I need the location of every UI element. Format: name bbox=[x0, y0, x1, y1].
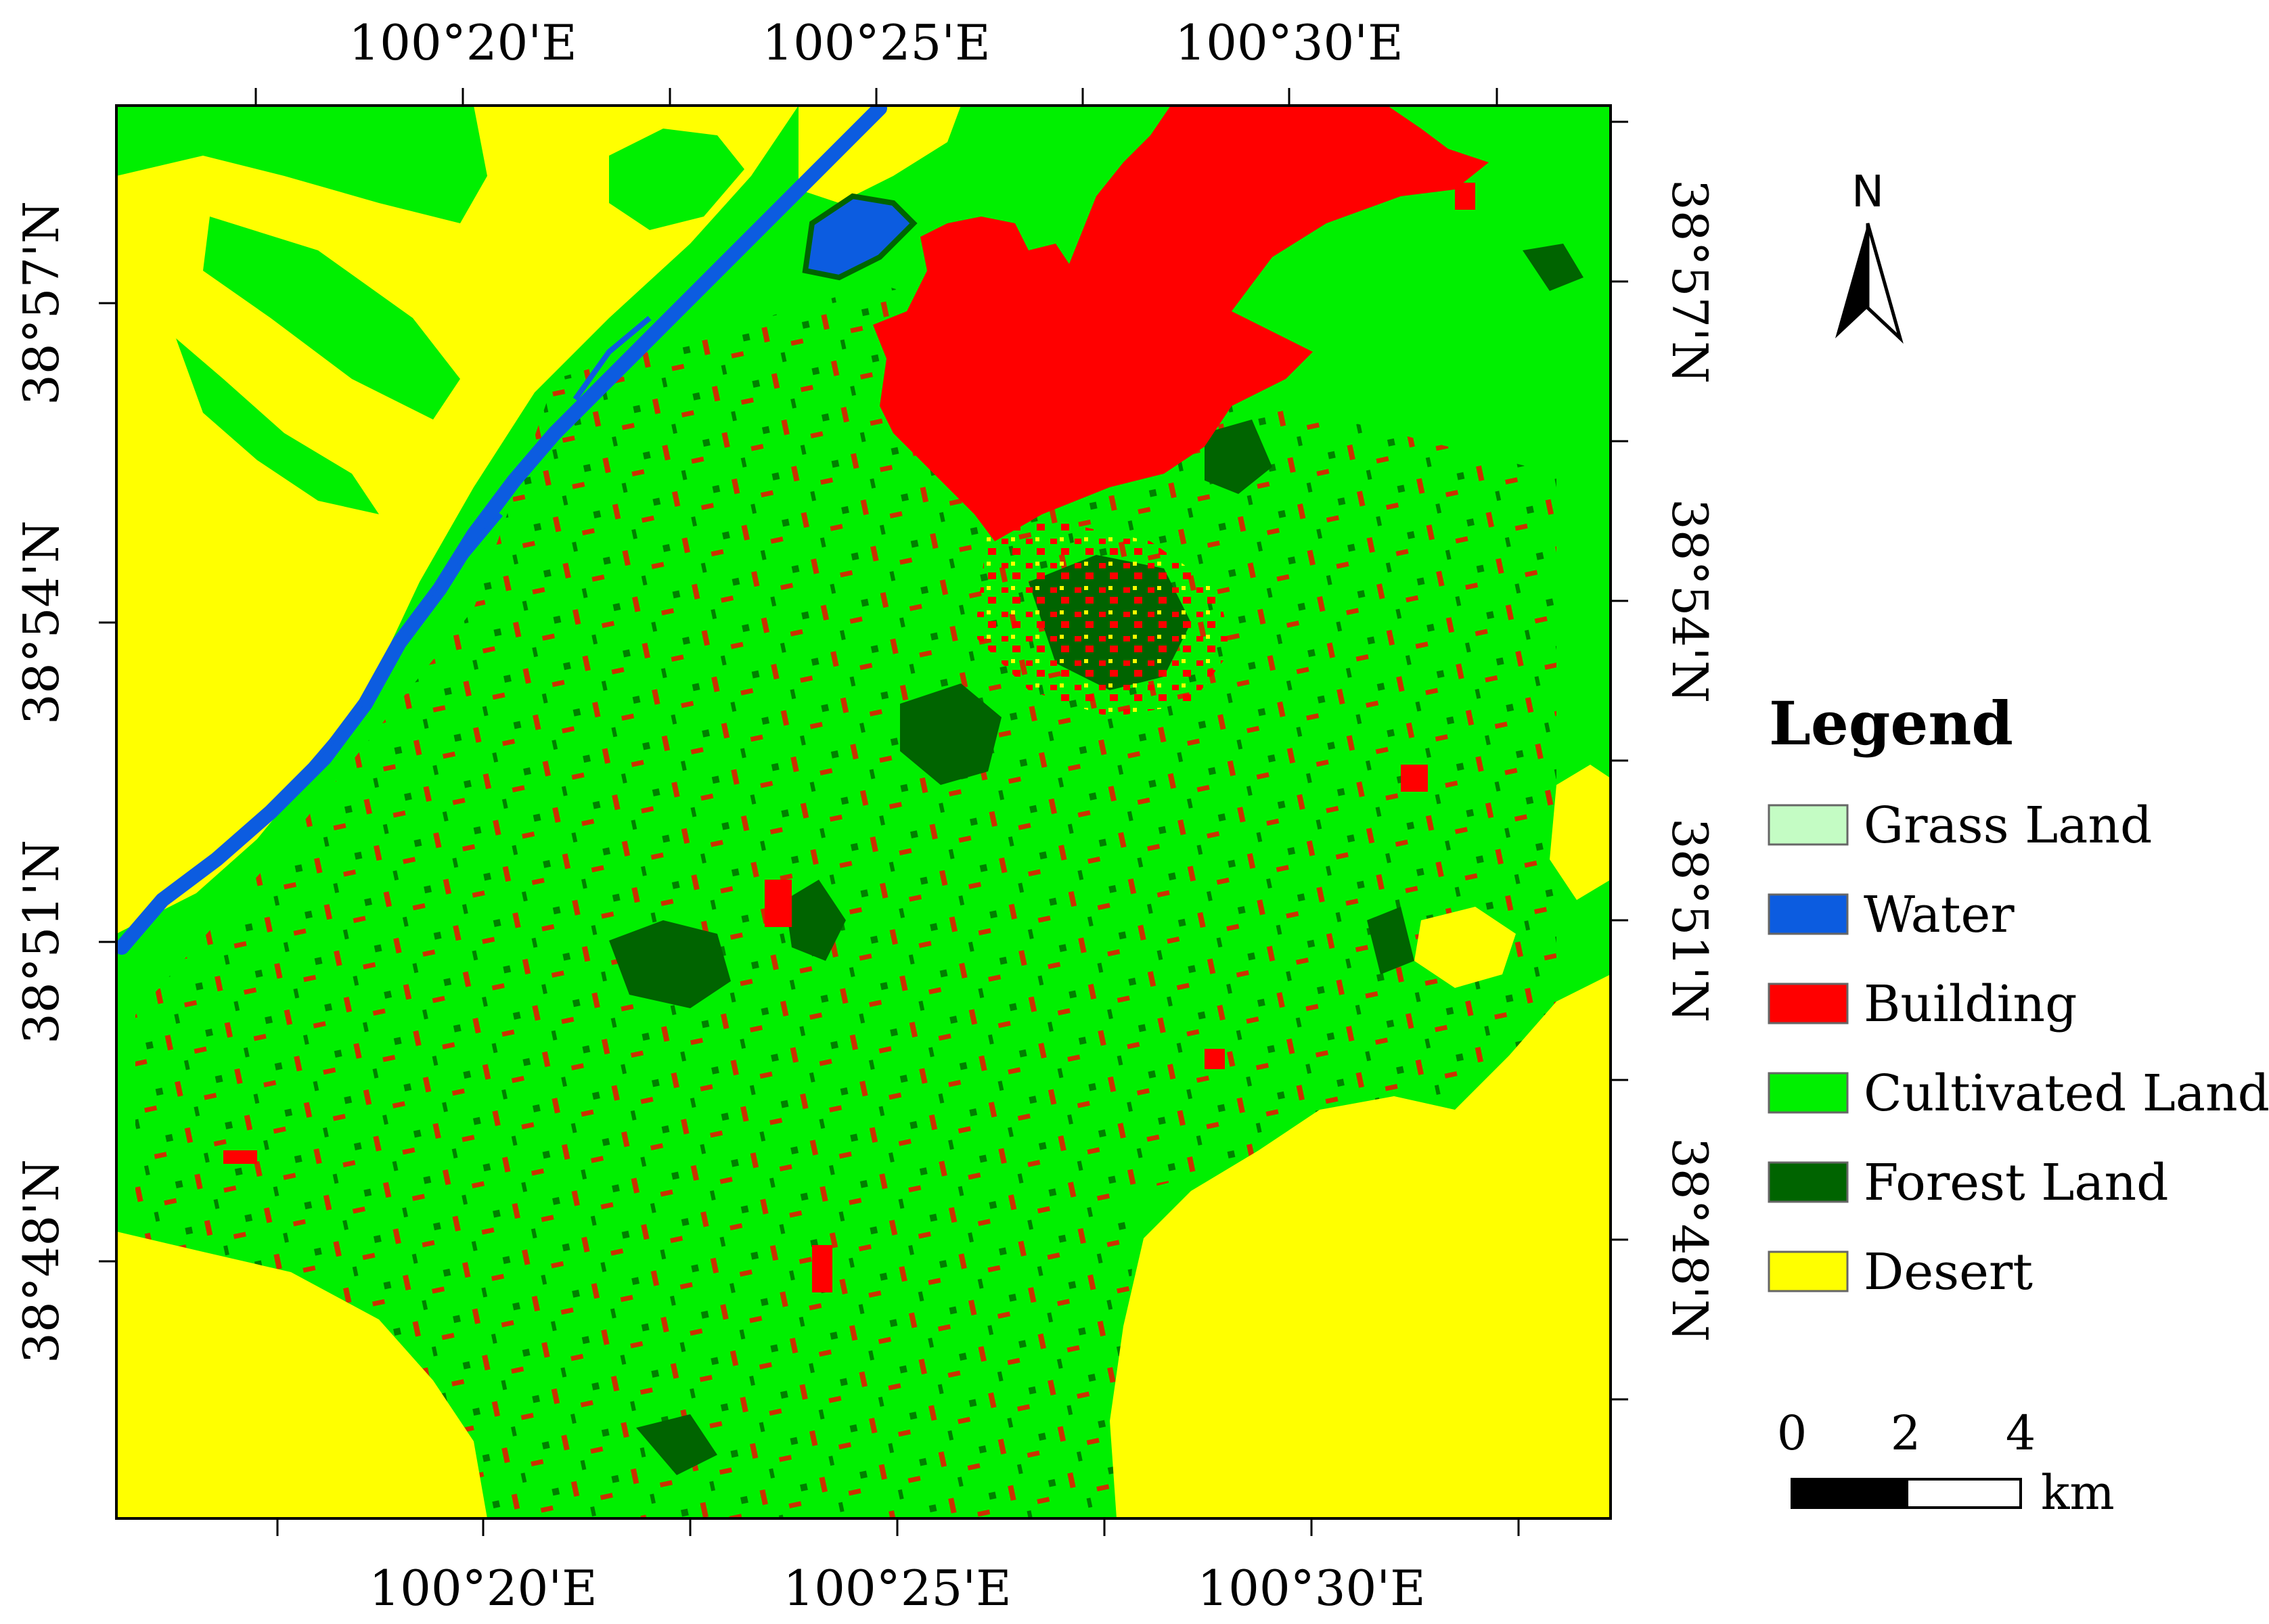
scale-label-0: 0 bbox=[1777, 1405, 1807, 1461]
legend-item-desert: Desert bbox=[1768, 1243, 2033, 1301]
bottom-longitude-ticks bbox=[276, 1518, 1520, 1536]
right-lat-label-1: 38°57'N bbox=[1661, 179, 1718, 384]
right-lat-label-3: 38°51'N bbox=[1661, 818, 1718, 1022]
top-lon-label-3: 100°30'E bbox=[1175, 14, 1403, 71]
map-frame bbox=[115, 104, 1612, 1520]
north-arrow: N bbox=[1835, 167, 1904, 344]
scale-label-2: 2 bbox=[1891, 1405, 1921, 1461]
bottom-lon-label-3: 100°30'E bbox=[1197, 1560, 1425, 1617]
urban-building-area bbox=[873, 106, 1489, 541]
bottom-lon-label-1: 100°20'E bbox=[369, 1560, 597, 1617]
legend-swatch bbox=[1768, 1161, 1849, 1203]
legend-swatch bbox=[1768, 893, 1849, 935]
legend-swatch bbox=[1768, 983, 1849, 1024]
building-parcel bbox=[1401, 765, 1428, 792]
desert-area-southwest bbox=[116, 1232, 487, 1518]
legend-item-cultivated-land: Cultivated Land bbox=[1768, 1064, 2269, 1123]
river-water bbox=[116, 106, 887, 955]
forest-patch-center-2 bbox=[900, 683, 1002, 785]
cultivated-strip-northwest bbox=[116, 106, 487, 223]
scale-bar: 0 2 4 km bbox=[1777, 1405, 2115, 1520]
legend-swatch bbox=[1768, 1250, 1849, 1292]
legend-title: Legend bbox=[1769, 688, 2013, 759]
right-latitude-ticks bbox=[1611, 120, 1628, 1401]
building-parcel bbox=[1455, 183, 1475, 210]
legend-label: Building bbox=[1864, 975, 2077, 1033]
legend-label: Water bbox=[1864, 886, 2015, 944]
legend-item-water: Water bbox=[1768, 886, 2015, 944]
desert-pocket-north bbox=[799, 106, 961, 203]
desert-pocket-east bbox=[1550, 765, 1611, 900]
building-parcel bbox=[812, 1245, 832, 1292]
forest-patch-north bbox=[1205, 420, 1272, 494]
scale-label-4: 4 bbox=[2006, 1405, 2036, 1461]
legend-label: Cultivated Land bbox=[1864, 1064, 2269, 1123]
north-arrow-icon bbox=[1835, 223, 1904, 344]
legend-label: Desert bbox=[1864, 1243, 2033, 1301]
cultivated-strip-northwest-2 bbox=[203, 217, 460, 420]
scale-bar-white-segment bbox=[1906, 1478, 2022, 1509]
desert-pocket-east-2 bbox=[1414, 907, 1516, 988]
legend-label: Forest Land bbox=[1864, 1154, 2169, 1212]
building-parcel bbox=[223, 1150, 257, 1164]
forest-patch-south bbox=[636, 1414, 717, 1475]
scale-bar-black-segment bbox=[1791, 1478, 1908, 1509]
left-lat-label-1: 38°57'N bbox=[13, 201, 70, 405]
legend-item-forest-land: Forest Land bbox=[1768, 1154, 2169, 1212]
urban-mixed-zone bbox=[974, 521, 1232, 717]
left-lat-label-3: 38°51'N bbox=[13, 840, 70, 1044]
desert-area-southeast bbox=[1110, 974, 1611, 1518]
left-latitude-ticks bbox=[99, 302, 116, 1263]
bottom-lon-label-2: 100°25'E bbox=[783, 1560, 1011, 1617]
land-use-map bbox=[116, 106, 1611, 1518]
top-longitude-ticks bbox=[254, 88, 1498, 106]
legend-item-grass-land: Grass Land bbox=[1768, 796, 2152, 855]
left-lat-label-2: 38°54'N bbox=[13, 520, 70, 725]
building-parcel bbox=[765, 880, 792, 927]
top-lon-label-1: 100°20'E bbox=[349, 14, 577, 71]
legend-swatch bbox=[1768, 804, 1849, 846]
legend-label: Grass Land bbox=[1864, 796, 2152, 855]
legend-swatch bbox=[1768, 1072, 1849, 1114]
forest-patch-southwest bbox=[609, 920, 731, 1008]
river-braid bbox=[309, 315, 652, 767]
forest-patch-east bbox=[1367, 907, 1414, 974]
reservoir-water bbox=[802, 193, 918, 281]
cultivated-strip-northwest-4 bbox=[609, 129, 744, 230]
right-lat-label-2: 38°54'N bbox=[1661, 499, 1718, 703]
right-lat-label-4: 38°48'N bbox=[1661, 1137, 1718, 1342]
building-parcel bbox=[1205, 1049, 1225, 1069]
legend: Legend Grass Land Water Building Cultiva… bbox=[1768, 688, 2269, 1301]
scale-unit: km bbox=[2041, 1465, 2115, 1520]
forest-patch-northeast bbox=[1523, 244, 1583, 291]
left-lat-label-4: 38°48'N bbox=[13, 1159, 70, 1363]
cultivated-strip-northwest-3 bbox=[176, 338, 379, 514]
north-label: N bbox=[1851, 167, 1884, 217]
legend-item-building: Building bbox=[1768, 975, 2077, 1033]
forest-patch-west bbox=[785, 880, 846, 961]
top-lon-label-2: 100°25'E bbox=[762, 14, 990, 71]
